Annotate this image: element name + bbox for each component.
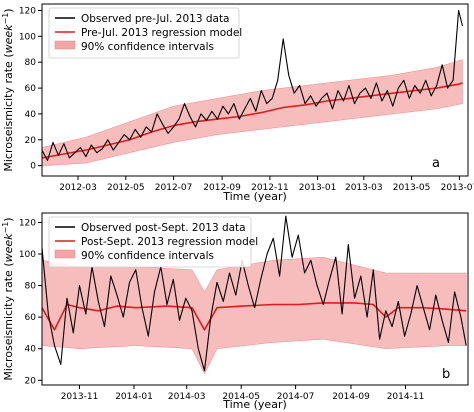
panel-b-legend: Observed post-Sept. 2013 data Post-Sept.… [48,216,258,268]
panel-b-x-tick-label: 2014-07 [277,392,315,402]
panel-a-x-tick-label: 2013-03 [345,183,383,193]
panel-b-legend-band-label: 90% confidence intervals [81,250,214,262]
panel-a-y-tick-label: 60 [25,84,37,94]
panel-a-y-axis-label-close: ) [2,8,15,12]
panel-a-x-axis-label: Time (year) [222,190,287,203]
panel-a-y-tick-label: 20 [25,136,37,146]
panel-b-y-axis-label: Microseismicity rate (week−1) [1,217,15,380]
panel-b-x-tick-label: 2014-05 [222,392,260,402]
panel-a-letter: a [432,156,440,171]
panel-b-letter: b [442,367,450,382]
panel-b-x-tick-label: 2014-01 [115,392,153,402]
panel-a-legend-observed-label: Observed pre-Jul. 2013 data [81,13,230,25]
panel-b-x-tick-label: 2014-09 [332,392,370,402]
panel-b: 2013-11 2014-01 2014-03 2014-05 2014-07 2014-… [1,212,469,411]
panel-a-x-axis-ticks: 2012-03 2012-05 2012-07 2012-09 2012-11 2013-… [59,176,474,193]
panel-b-y-axis-ticks: 20 40 60 80 100 120 [19,219,42,386]
panel-a-x-tick-label: 2012-09 [203,183,241,193]
panel-a-y-tick-label: 100 [19,32,36,42]
panel-a-y-axis-label-unit: week [2,24,15,54]
panel-b-legend-model-label: Post-Sept. 2013 regression model [81,236,258,248]
panel-a-y-axis-ticks: 0 20 40 60 80 100 120 [19,7,42,172]
panel-a-confidence-band [41,59,463,166]
panel-b-legend-band-swatch [54,249,76,259]
panel-a-legend-band-swatch [54,40,76,50]
panel-b-y-tick-label: 120 [19,219,36,229]
panel-b-y-tick-label: 80 [25,282,37,292]
panel-a-x-tick-label: 2012-05 [107,183,145,193]
panel-a-y-tick-label: 120 [19,7,36,17]
panel-a-x-tick-label: 2013-05 [393,183,431,193]
panel-b-x-tick-label: 2013-11 [61,392,99,402]
panel-a-confidence-band-layer [41,59,463,166]
panel-a-y-axis-label-exponent: −1 [1,13,10,25]
panel-a-y-axis-label-main: Microseismicity rate ( [2,53,15,171]
panel-a-observed-line [41,9,464,162]
panel-a: 2012-03 2012-05 2012-07 2012-09 2012-11 2013-… [1,3,474,203]
panel-b-x-tick-label: 2014-11 [387,392,425,402]
panel-a-x-tick-label: 2012-03 [59,183,97,193]
panel-b-y-tick-label: 20 [25,376,37,386]
panel-a-x-tick-label: 2012-11 [251,183,289,193]
panel-b-y-tick-label: 60 [25,313,37,323]
panel-a-y-axis-label: Microseismicity rate (week−1) [1,8,15,171]
panel-b-y-axis-label-main: Microseismicity rate ( [2,262,15,380]
panel-b-x-axis-ticks: 2013-11 2014-01 2014-03 2014-05 2014-07 2014-… [61,385,425,402]
panel-a-y-tick-label: 40 [25,110,37,120]
panel-a-x-tick-label: 2013-07 [441,183,474,193]
panel-b-y-axis-label-exponent: −1 [1,222,10,234]
panel-b-x-axis-label: Time (year) [222,398,287,411]
panel-b-model-layer [41,302,467,331]
panel-b-frame [41,212,469,386]
panel-a-y-tick-label: 0 [30,162,36,172]
panel-a-legend-box [48,7,240,59]
panel-b-x-tick-label: 2014-03 [168,392,206,402]
panel-a-legend-band-label: 90% confidence intervals [81,41,214,53]
panel-a-x-tick-label: 2012-07 [155,183,193,193]
panel-b-y-axis-label-close: ) [2,217,15,221]
panel-b-model-line [41,302,467,331]
panel-a-frame [41,3,469,177]
panel-a-legend-model-label: Pre-Jul. 2013 regression model [81,27,242,39]
panel-b-observed-line [41,215,467,372]
panel-a-x-tick-label: 2013-01 [299,183,337,193]
panel-b-observed-layer [41,215,467,372]
panel-b-y-tick-label: 40 [25,345,37,355]
panel-b-legend-observed-label: Observed post-Sept. 2013 data [81,222,246,234]
panel-b-y-axis-label-unit: week [2,233,15,263]
panel-b-legend-box [48,216,252,268]
panel-a-observed-layer [41,9,464,162]
panel-a-legend: Observed pre-Jul. 2013 data Pre-Jul. 201… [48,7,242,59]
panel-a-y-tick-label: 80 [25,58,37,68]
panel-b-y-tick-label: 100 [19,250,36,260]
